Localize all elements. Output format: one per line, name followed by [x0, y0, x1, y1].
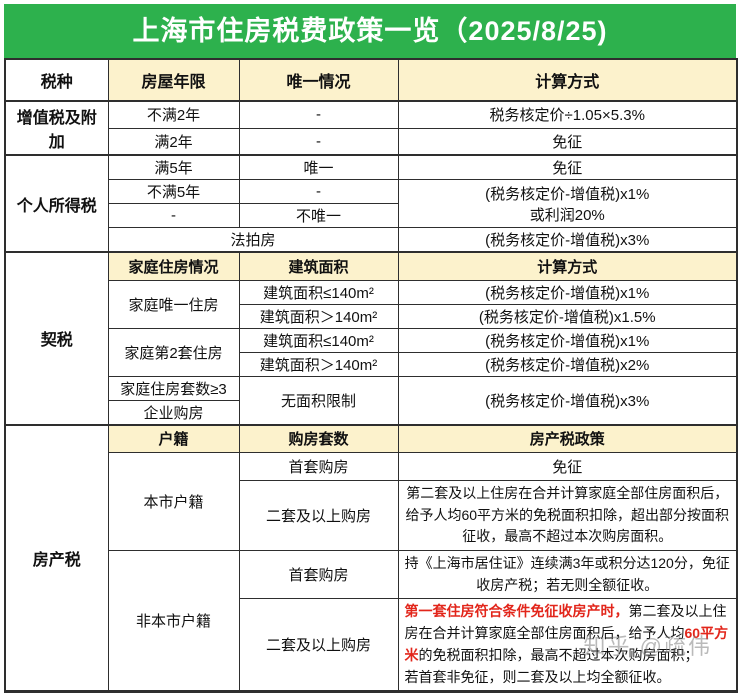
- cell-deed-second-small-calc: (税务核定价-增值税)x1%: [397, 327, 738, 353]
- table-row-property-local-first: 本市户籍 首套购房 免征: [5, 451, 738, 552]
- tax-label-income: 个人所得税: [4, 154, 109, 253]
- cell-property-local-first-count: 首套购房: [238, 452, 399, 481]
- income-calc-line2: 或利润20%: [529, 206, 605, 224]
- cell-deed-three-plus-label: 家庭住房套数≥3: [107, 375, 240, 401]
- cell-vat-under2-years: 不满2年: [107, 100, 240, 129]
- tax-label-property: 房产税: [4, 423, 109, 693]
- cell-vat-under2-unique: -: [238, 100, 399, 129]
- cell-property-nonlocal-first-policy: 持《上海市居住证》连续满3年或积分达120分，免征收房产税；若无则全额征收。: [397, 550, 738, 600]
- column-header-house-years: 房屋年限: [107, 58, 240, 102]
- cell-property-local-label: 本市户籍: [107, 451, 240, 552]
- table-row-deed-second-small: 家庭第2套住房 建筑面积≤140m² (税务核定价-增值税)x1%: [5, 327, 738, 377]
- cell-deed-second-small-area: 建筑面积≤140m²: [238, 327, 399, 353]
- cell-deed-only-home-label: 家庭唯一住房: [107, 279, 240, 329]
- table-row-vat-over2: 满2年 - 免征: [5, 127, 738, 156]
- cell-vat-over2-unique: -: [238, 127, 399, 156]
- subheader-property-policy: 房产税政策: [397, 423, 738, 453]
- cell-income-under5-years: 不满5年: [107, 179, 240, 204]
- table-row-vat-under2: 增值税及附加 不满2年 - 税务核定价÷1.05×5.3%: [4, 100, 738, 156]
- cell-income-over5-calc: 免征: [397, 154, 738, 180]
- subheader-household: 户籍: [107, 423, 240, 453]
- cell-deed-second-home-label: 家庭第2套住房: [107, 327, 240, 377]
- cell-deed-only-large-area: 建筑面积＞140m²: [238, 303, 399, 329]
- cell-property-local-second-count: 二套及以上购房: [238, 479, 399, 552]
- table-row-deed-only-small: 家庭唯一住房 建筑面积≤140m² (税务核定价-增值税)x1%: [5, 279, 738, 329]
- table-row-property-nonlocal-first: 非本市户籍 首套购房 持《上海市居住证》连续满3年或积分达120分，免征收房产税…: [5, 550, 738, 693]
- tax-policy-table: 税种 房屋年限 唯一情况 计算方式 增值税及附加 不满2年 - 税务核定价÷1.…: [4, 58, 738, 693]
- subheader-purchase-count: 购房套数: [238, 423, 399, 453]
- cell-deed-second-large-calc: (税务核定价-增值税)x2%: [397, 351, 738, 377]
- cell-property-local-second-policy: 第二套及以上住房在合并计算家庭全部住房面积后，给予人均60平方米的免税面积扣除，…: [397, 479, 738, 552]
- cell-deed-only-small-area: 建筑面积≤140m²: [238, 279, 399, 305]
- table-row-deed-second-large: 建筑面积＞140m² (税务核定价-增值税)x2%: [5, 351, 738, 377]
- table-row-property-local-second: 二套及以上购房 第二套及以上住房在合并计算家庭全部住房面积后，给予人均60平方米…: [5, 479, 738, 552]
- table-row-deed-three-plus: 家庭住房套数≥3 无面积限制 (税务核定价-增值税)x3%: [5, 375, 738, 425]
- subheader-building-area: 建筑面积: [238, 251, 399, 281]
- column-header-calc-method: 计算方式: [397, 58, 738, 102]
- cell-deed-no-limit-area: 无面积限制: [238, 375, 399, 425]
- cell-income-under5-unique: -: [238, 179, 399, 204]
- table-row-income-over5: 个人所得税 满5年 唯一 免征: [4, 154, 738, 253]
- cell-deed-no-limit-calc: (税务核定价-增值税)x3%: [397, 375, 738, 425]
- tax-label-deed: 契税: [4, 251, 109, 425]
- tax-label-vat: 增值税及附加: [4, 100, 109, 156]
- cell-property-nonlocal-second-policy: 第一套住房符合条件免征收房产时，第二套及以上住房在合并计算家庭全部住房面积后，给…: [397, 598, 738, 693]
- table-row-property-subheader: 房产税 户籍 购房套数 房产税政策: [4, 423, 738, 693]
- cell-income-over5-years: 满5年: [107, 154, 240, 180]
- table-row-income-notunique: - 不唯一: [5, 203, 737, 228]
- subheader-family-status: 家庭住房情况: [107, 251, 240, 281]
- column-header-unique-status: 唯一情况: [238, 58, 399, 102]
- cell-deed-only-large-calc: (税务核定价-增值税)x1.5%: [397, 303, 738, 329]
- income-calc-line1: (税务核定价-增值税)x1%: [485, 185, 650, 203]
- cell-deed-company-label: 企业购房: [107, 399, 240, 425]
- table-row-deed-company: 企业购房: [5, 399, 737, 425]
- cell-property-nonlocal-first-count: 首套购房: [238, 550, 399, 600]
- column-header-tax-type: 税种: [4, 58, 109, 102]
- table-row-income-under5: 不满5年 - (税务核定价-增值税)x1% 或利润20%: [5, 179, 738, 228]
- cell-vat-over2-calc: 免征: [397, 127, 738, 156]
- cell-vat-under2-calc: 税务核定价÷1.05×5.3%: [397, 100, 738, 129]
- table-header-row: 税种 房屋年限 唯一情况 计算方式: [4, 58, 738, 102]
- cell-income-notunique-unique: 不唯一: [238, 203, 399, 228]
- cell-income-over5-unique: 唯一: [238, 154, 399, 180]
- cell-property-nonlocal-label: 非本市户籍: [107, 550, 240, 693]
- page-title: 上海市住房税费政策一览（2025/8/25): [4, 4, 736, 58]
- cell-income-merged-calc: (税务核定价-增值税)x1% 或利润20%: [397, 179, 738, 228]
- cell-income-auction-label: 法拍房: [107, 227, 399, 253]
- table-row-deed-subheader: 契税 家庭住房情况 建筑面积 计算方式: [4, 251, 738, 425]
- cell-property-local-first-policy: 免征: [397, 452, 738, 481]
- cell-income-auction-calc: (税务核定价-增值税)x3%: [397, 227, 738, 253]
- subheader-deed-calc: 计算方式: [397, 251, 738, 281]
- page-frame: 上海市住房税费政策一览（2025/8/25) 税种 房屋年限 唯一情况 计算方式…: [4, 4, 738, 693]
- cell-deed-only-small-calc: (税务核定价-增值税)x1%: [397, 279, 738, 305]
- cell-income-notunique-years: -: [107, 203, 240, 228]
- cell-vat-over2-years: 满2年: [107, 127, 240, 156]
- cell-property-nonlocal-second-count: 二套及以上购房: [238, 598, 399, 693]
- cell-deed-second-large-area: 建筑面积＞140m²: [238, 351, 399, 377]
- table-row-income-auction: 法拍房 (税务核定价-增值税)x3%: [5, 227, 738, 253]
